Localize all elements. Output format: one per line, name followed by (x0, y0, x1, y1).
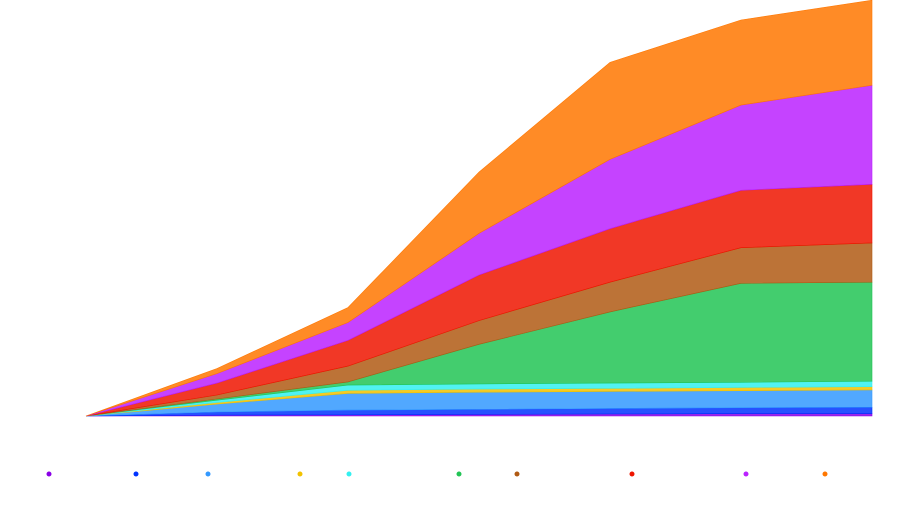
legend-marker-8[interactable] (629, 471, 635, 477)
legend-marker-2[interactable] (133, 471, 139, 477)
legend-marker-1[interactable] (46, 471, 52, 477)
legend-marker-10[interactable] (822, 471, 828, 477)
area-layers (85, 0, 873, 417)
legend-marker-7[interactable] (514, 471, 520, 477)
legend (46, 471, 828, 477)
legend-marker-5[interactable] (346, 471, 352, 477)
legend-marker-3[interactable] (205, 471, 211, 477)
series-area-10 (85, 0, 873, 417)
legend-marker-9[interactable] (743, 471, 749, 477)
legend-marker-4[interactable] (297, 471, 303, 477)
legend-marker-6[interactable] (456, 471, 462, 477)
